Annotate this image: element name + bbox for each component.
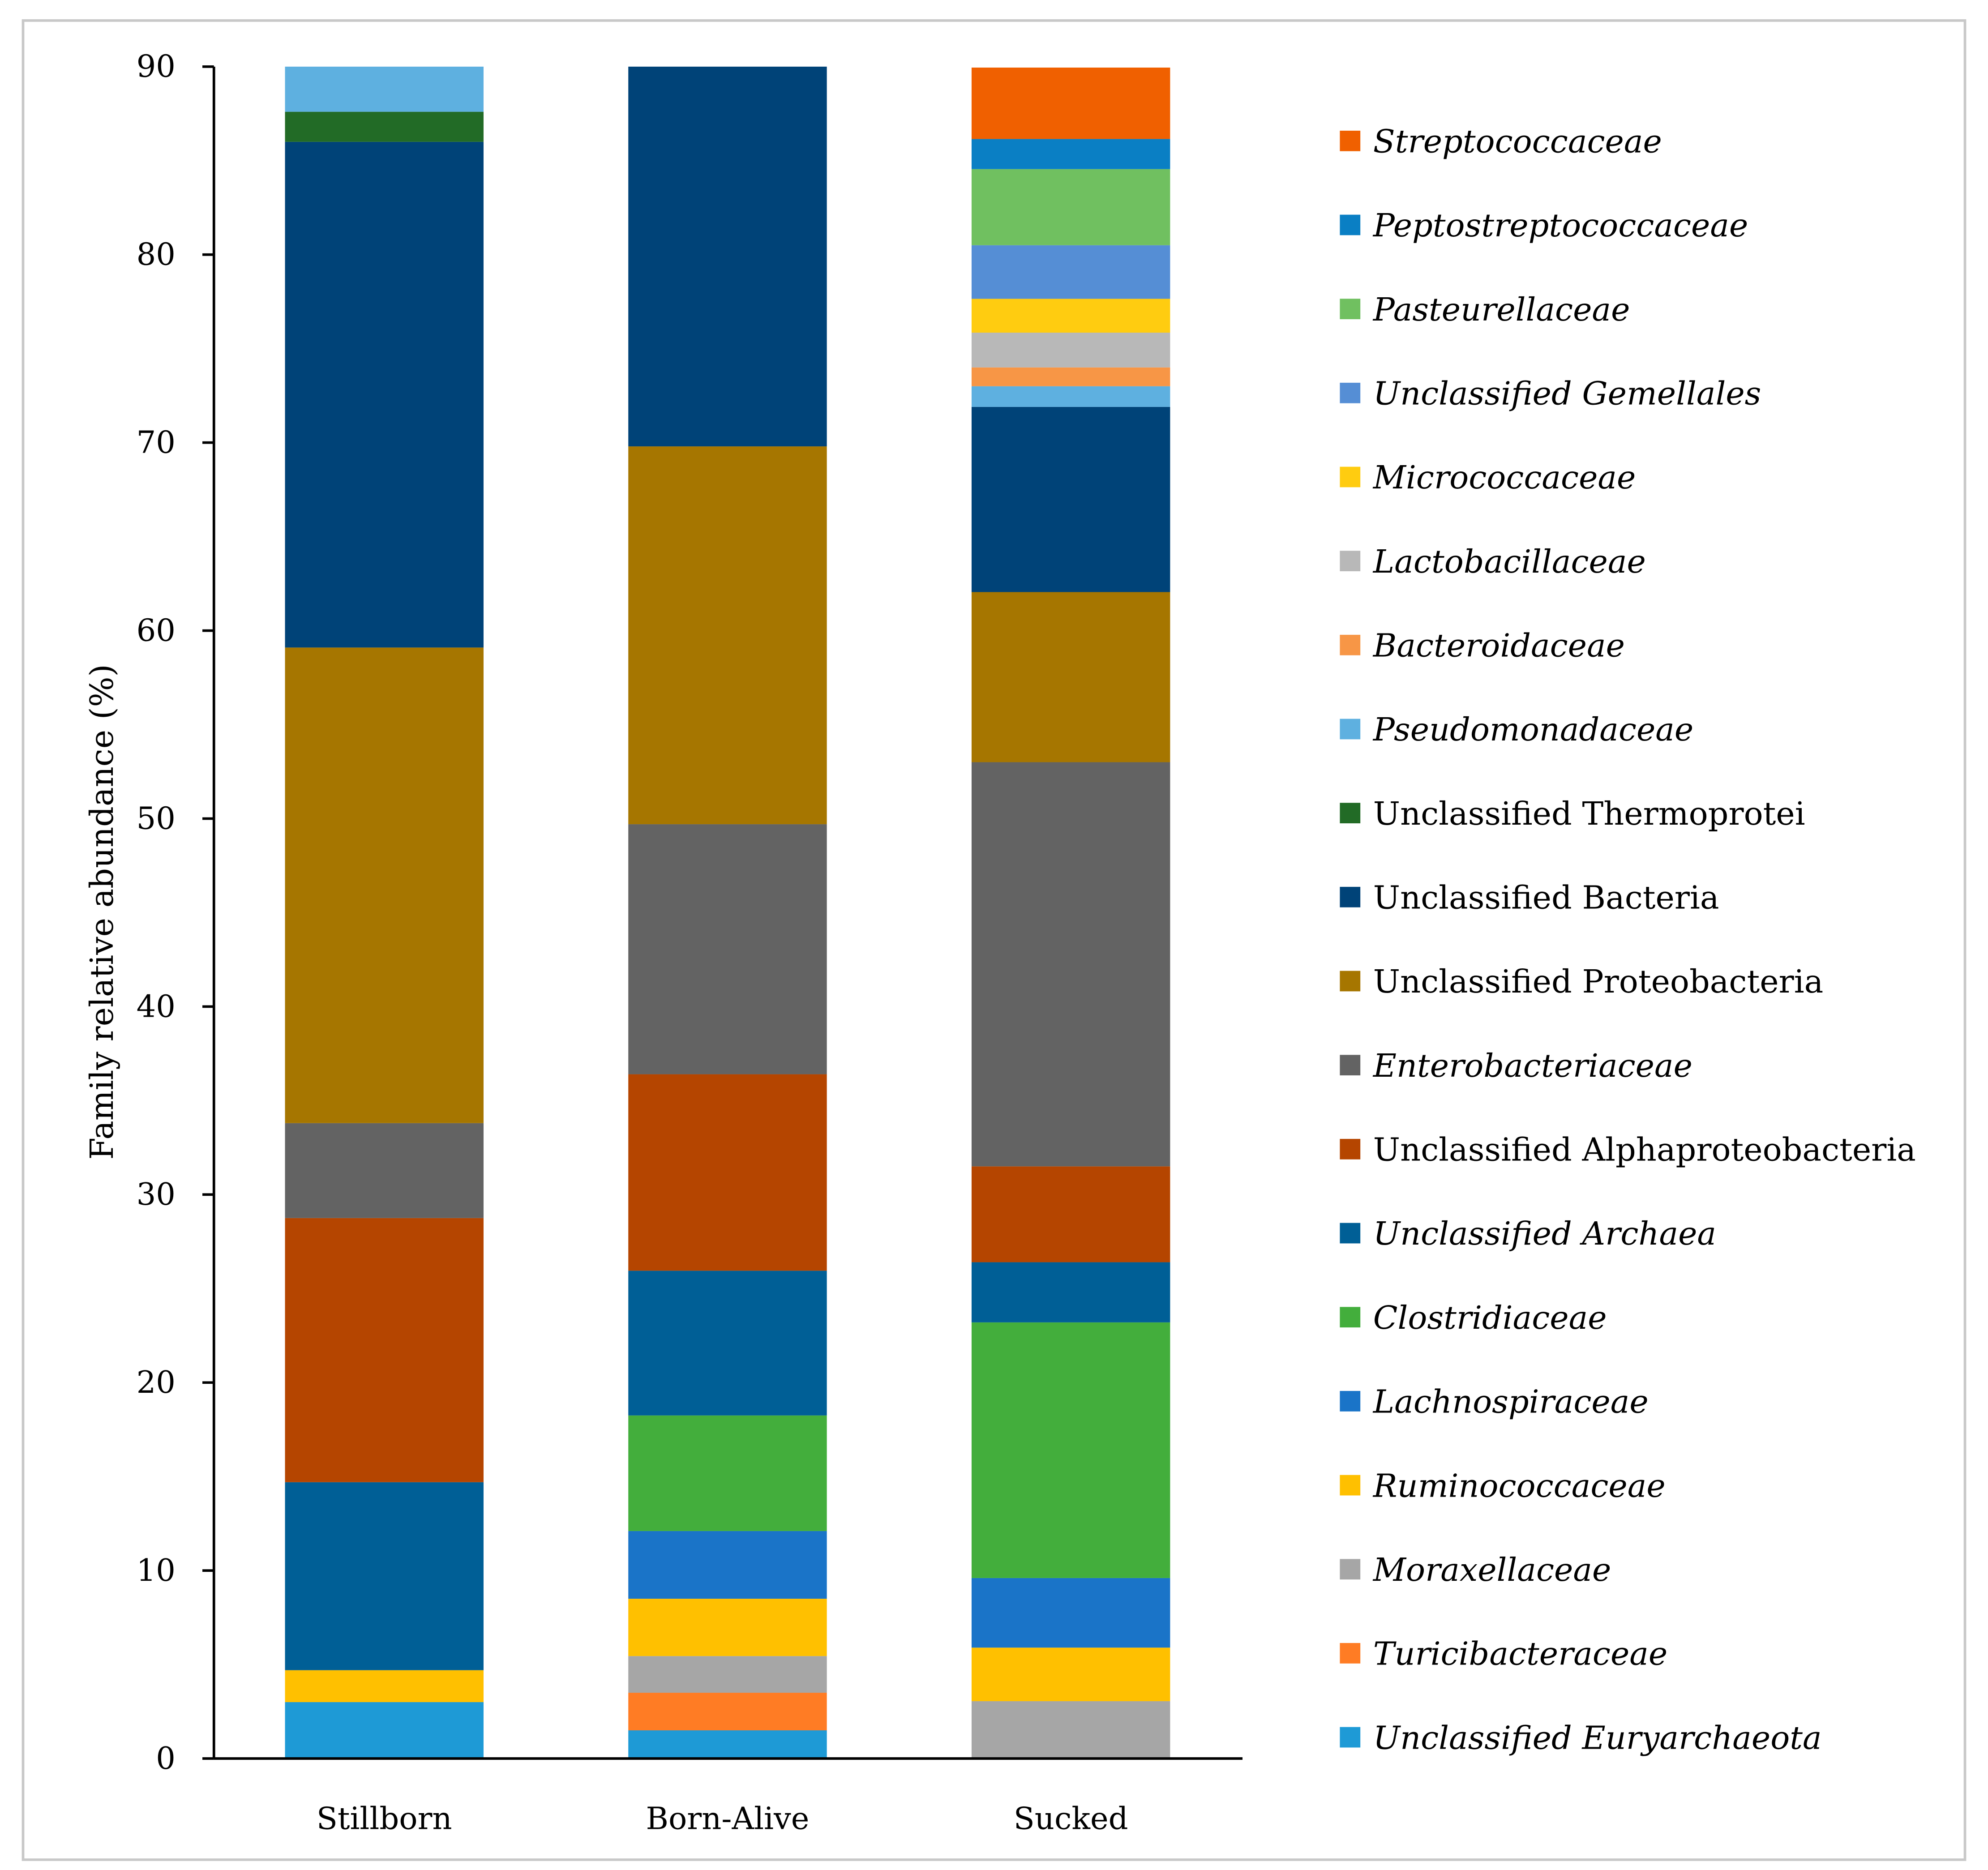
legend-label: Bacteroidaceae <box>1372 627 1625 664</box>
x-tick-label: Born-Alive <box>646 1801 810 1836</box>
legend-label: Micrococcaceae <box>1372 459 1636 496</box>
bar-segment-born-alive-0 <box>628 1730 827 1759</box>
bar-segment-born-alive-5 <box>628 1415 827 1531</box>
legend-swatch <box>1340 299 1361 320</box>
bar-segment-sucked-3 <box>971 1647 1170 1701</box>
legend-label: Unclassified Gemellales <box>1373 375 1761 412</box>
bar-segment-sucked-2 <box>971 1701 1170 1759</box>
legend: Streptococcaceae Peptostreptococcaceae Pas… <box>1340 123 1916 1756</box>
legend-label: Moraxellaceae <box>1372 1551 1611 1588</box>
bar-segment-sucked-7 <box>971 1166 1170 1262</box>
bar-segment-born-alive-1 <box>628 1693 827 1731</box>
legend-swatch <box>1340 382 1361 403</box>
legend-label: Ruminococcaceae <box>1372 1467 1666 1504</box>
bar-segment-stillborn-12 <box>285 66 484 112</box>
bar-segment-stillborn-6 <box>285 1482 484 1670</box>
legend-label: Enterobacteriaceae <box>1372 1047 1692 1084</box>
bar-segment-sucked-6 <box>971 1262 1170 1322</box>
bars <box>285 66 1170 1759</box>
bar-segment-sucked-16 <box>971 245 1170 299</box>
legend-swatch <box>1340 1475 1361 1496</box>
bar-segment-sucked-9 <box>971 592 1170 762</box>
bar-segment-sucked-18 <box>971 139 1170 169</box>
legend-label: Unclassified Bacteria <box>1373 879 1719 916</box>
y-tick-label: 10 <box>137 1553 176 1588</box>
legend-label: Peptostreptococcaceae <box>1372 207 1748 244</box>
legend-label: Unclassified Archaea <box>1373 1215 1716 1252</box>
bar-segment-sucked-14 <box>971 333 1170 368</box>
x-tick-label: Sucked <box>1014 1801 1128 1836</box>
legend-label: Unclassified Thermoprotei <box>1373 795 1805 832</box>
legend-label: Unclassified Euryarchaeota <box>1373 1719 1822 1756</box>
y-tick-label: 80 <box>137 237 176 273</box>
legend-label: Lachnospiraceae <box>1372 1383 1649 1421</box>
legend-swatch <box>1340 1055 1361 1076</box>
legend-label: Pseudomonadaceae <box>1372 711 1693 748</box>
bar-segment-stillborn-8 <box>285 1123 484 1218</box>
legend-label: Turicibacteraceae <box>1373 1635 1667 1673</box>
legend-label: Pasteurellaceae <box>1372 291 1630 328</box>
legend-swatch <box>1340 214 1361 235</box>
x-tick-label: Stillborn <box>317 1801 452 1836</box>
y-tick-label: 50 <box>137 800 176 836</box>
legend-label: Lactobacillaceae <box>1372 543 1646 580</box>
bar-segment-sucked-12 <box>971 386 1170 407</box>
legend-swatch <box>1340 1559 1361 1580</box>
bar-segment-born-alive-3 <box>628 1599 827 1656</box>
bar-segment-stillborn-7 <box>285 1218 484 1482</box>
bar-segment-stillborn-9 <box>285 647 484 1123</box>
legend-swatch <box>1340 971 1361 992</box>
bar-segment-stillborn-10 <box>285 141 484 648</box>
bar-segment-sucked-17 <box>971 169 1170 245</box>
bar-segment-sucked-8 <box>971 762 1170 1167</box>
bar-segment-stillborn-0 <box>285 1702 484 1759</box>
bar-segment-sucked-4 <box>971 1578 1170 1648</box>
y-tick-label: 90 <box>137 49 176 85</box>
bar-segment-stillborn-3 <box>285 1670 484 1703</box>
y-tick-label: 40 <box>137 988 176 1024</box>
legend-swatch <box>1340 803 1361 824</box>
y-tick-label: 70 <box>137 425 176 461</box>
y-tick-label: 30 <box>137 1177 176 1212</box>
y-axis-label: Family relative abundance (%) <box>83 664 120 1160</box>
bar-segment-sucked-10 <box>971 407 1170 592</box>
legend-label: Clostridiaceae <box>1373 1299 1607 1336</box>
legend-swatch <box>1340 130 1361 151</box>
bar-segment-stillborn-11 <box>285 111 484 142</box>
legend-swatch <box>1340 886 1361 907</box>
y-tick-label: 0 <box>156 1741 176 1776</box>
bar-segment-sucked-15 <box>971 299 1170 333</box>
legend-label: Unclassified Alphaproteobacteria <box>1373 1131 1916 1168</box>
legend-swatch <box>1340 1307 1361 1328</box>
bar-segment-born-alive-7 <box>628 1074 827 1271</box>
legend-swatch <box>1340 1643 1361 1664</box>
legend-swatch <box>1340 466 1361 488</box>
legend-swatch <box>1340 1727 1361 1748</box>
bar-segment-born-alive-2 <box>628 1656 827 1693</box>
bar-segment-born-alive-10 <box>628 66 827 447</box>
legend-swatch <box>1340 1138 1361 1160</box>
y-tick-label: 20 <box>137 1365 176 1400</box>
bar-segment-born-alive-4 <box>628 1531 827 1599</box>
legend-swatch <box>1340 719 1361 740</box>
bar-segment-sucked-13 <box>971 367 1170 386</box>
legend-label: Unclassified Proteobacteria <box>1373 963 1823 1000</box>
bar-segment-born-alive-9 <box>628 446 827 825</box>
bar-segment-born-alive-6 <box>628 1271 827 1416</box>
bar-segment-sucked-19 <box>971 67 1170 139</box>
y-tick-label: 60 <box>137 612 176 648</box>
legend-label: Streptococcaceae <box>1373 123 1662 160</box>
bar-segment-sucked-5 <box>971 1322 1170 1578</box>
legend-swatch <box>1340 634 1361 655</box>
axes: Stillborn Born-Alive Sucked 0 10 20 30 40 50 60 70… <box>137 49 1242 1836</box>
bar-segment-born-alive-8 <box>628 824 827 1074</box>
legend-swatch <box>1340 1223 1361 1244</box>
legend-swatch <box>1340 551 1361 572</box>
legend-swatch <box>1340 1391 1361 1412</box>
